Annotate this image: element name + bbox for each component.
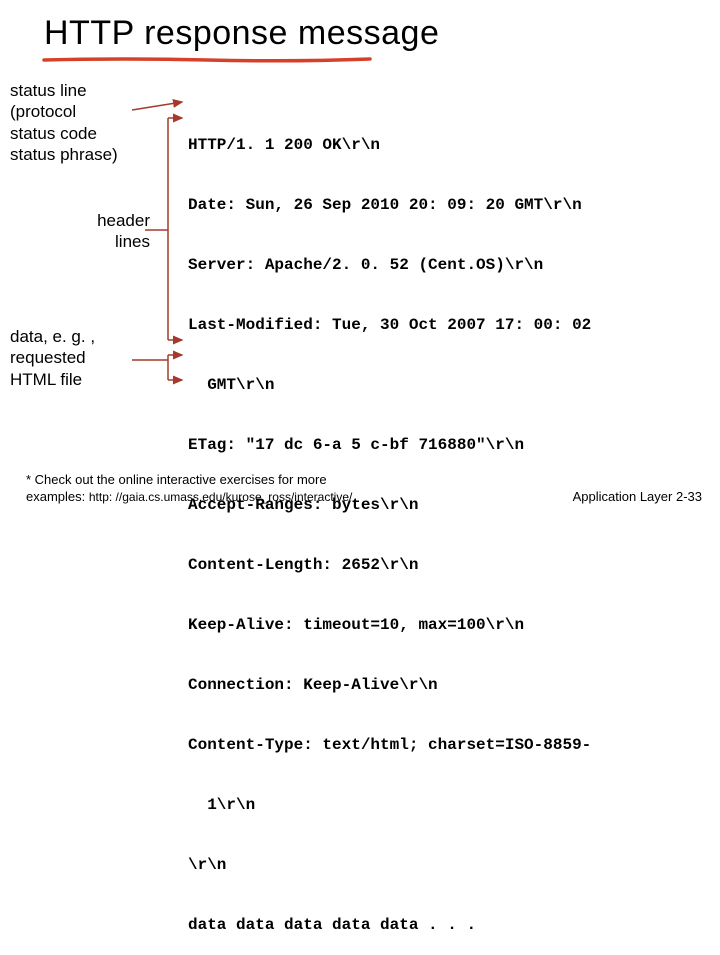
code-line: data data data data data . . .	[188, 915, 708, 935]
code-line: ETag: "17 dc 6-a 5 c-bf 716880"\r\n	[188, 435, 708, 455]
code-line: 1\r\n	[188, 795, 708, 815]
footnote: * Check out the online interactive exerc…	[26, 471, 352, 506]
code-line: GMT\r\n	[188, 375, 708, 395]
footnote-url: http: //gaia.cs.umass.edu/kurose_ross/in…	[89, 490, 352, 504]
page-number: Application Layer 2-33	[573, 489, 702, 504]
title-underline	[42, 56, 372, 61]
code-line: Date: Sun, 26 Sep 2010 20: 09: 20 GMT\r\…	[188, 195, 708, 215]
code-line: \r\n	[188, 855, 708, 875]
page-number-prefix: Application Layer	[573, 489, 673, 504]
label-data-body: data, e. g. , requested HTML file	[10, 326, 150, 390]
code-line: Keep-Alive: timeout=10, max=100\r\n	[188, 615, 708, 635]
code-line: Content-Type: text/html; charset=ISO-885…	[188, 735, 708, 755]
code-line: Last-Modified: Tue, 30 Oct 2007 17: 00: …	[188, 315, 708, 335]
code-line: Server: Apache/2. 0. 52 (Cent.OS)\r\n	[188, 255, 708, 275]
code-line: HTTP/1. 1 200 OK\r\n	[188, 135, 708, 155]
slide-title-wrap: HTTP response message	[44, 14, 439, 53]
page-number-suffix: 2-33	[676, 489, 702, 504]
code-line: Connection: Keep-Alive\r\n	[188, 675, 708, 695]
code-line: Content-Length: 2652\r\n	[188, 555, 708, 575]
slide-title: HTTP response message	[44, 14, 439, 53]
label-status-line: status line (protocol status code status…	[10, 80, 150, 165]
http-response-code: HTTP/1. 1 200 OK\r\n Date: Sun, 26 Sep 2…	[188, 95, 708, 955]
label-header-lines: header lines	[10, 210, 150, 253]
